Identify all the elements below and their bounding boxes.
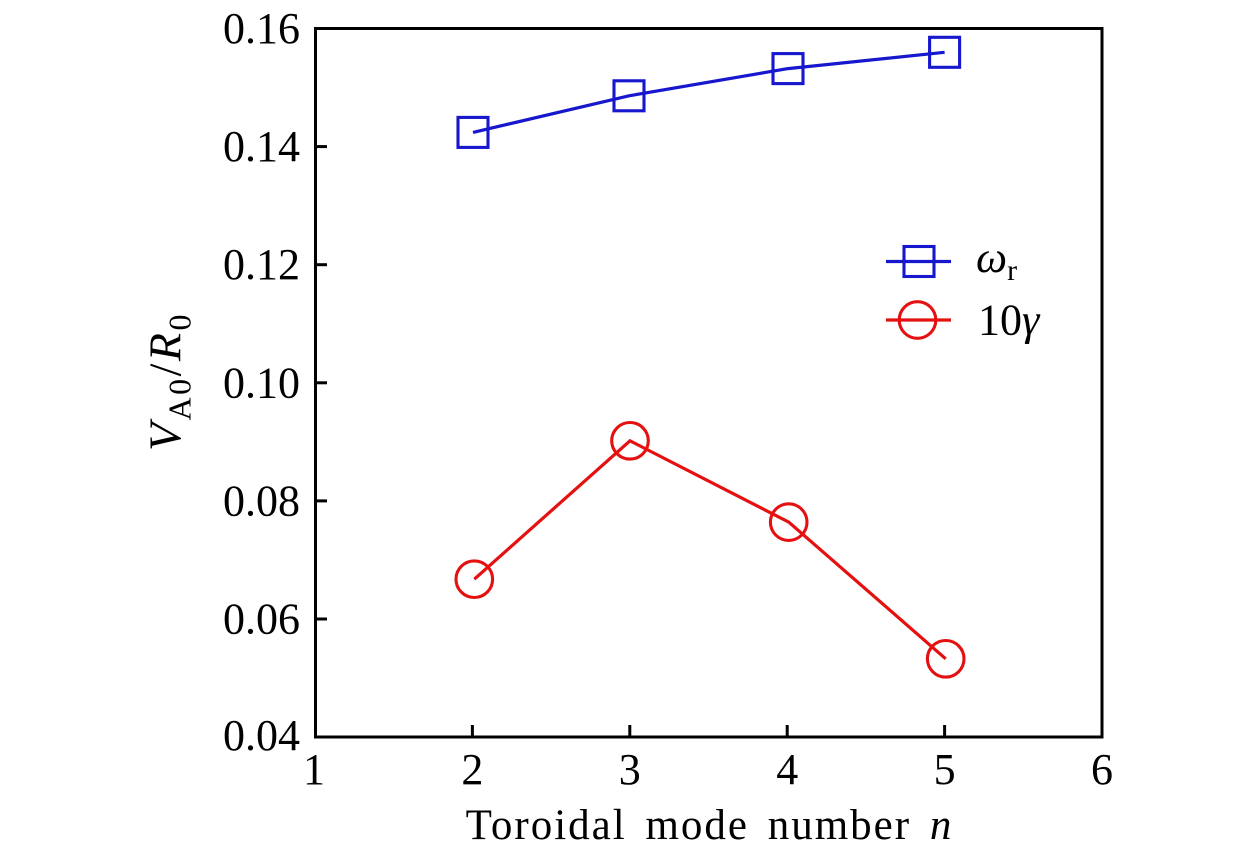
svg-text:0.06: 0.06	[223, 595, 300, 644]
svg-text:6: 6	[1091, 745, 1113, 794]
svg-text:ωr: ωr	[976, 233, 1017, 287]
svg-text:5: 5	[934, 745, 956, 794]
svg-text:0.12: 0.12	[223, 240, 300, 289]
svg-text:0.14: 0.14	[223, 122, 300, 171]
svg-text:4: 4	[776, 745, 798, 794]
svg-text:Toroidal mode number n: Toroidal mode number n	[466, 802, 954, 849]
svg-text:0.04: 0.04	[223, 711, 300, 760]
svg-text:0.10: 0.10	[223, 358, 300, 407]
svg-text:10γ: 10γ	[978, 296, 1041, 345]
svg-text:0.08: 0.08	[223, 476, 300, 525]
svg-text:1: 1	[303, 745, 325, 794]
svg-text:0.16: 0.16	[223, 4, 300, 53]
svg-text:2: 2	[461, 745, 483, 794]
svg-text:3: 3	[619, 745, 641, 794]
svg-text:VA0/R0: VA0/R0	[140, 312, 198, 451]
